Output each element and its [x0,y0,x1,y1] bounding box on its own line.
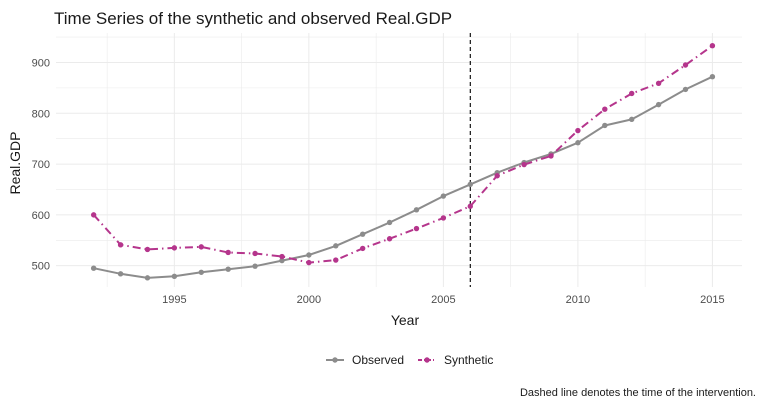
series-group [90,43,716,281]
data-point-observed [252,263,258,269]
data-point-observed [279,257,285,264]
legend: Observed Synthetic [326,353,493,367]
caption: Dashed line denotes the time of the inte… [520,387,756,399]
y-tick-label: 700 [32,159,50,171]
data-point-synthetic [655,80,662,86]
data-point-synthetic [90,212,97,218]
data-point-synthetic [386,236,393,242]
series-line-observed [93,75,713,279]
data-point-synthetic [629,90,635,97]
data-point-synthetic [117,242,124,248]
data-point-synthetic [413,225,420,232]
data-point-observed [386,219,393,226]
data-point-synthetic [144,246,151,253]
data-point-synthetic [709,43,716,49]
y-tick-label: 800 [32,108,50,120]
data-point-synthetic [682,62,689,68]
y-axis-title: Real.GDP [7,131,23,194]
data-point-observed [467,181,473,188]
data-point-observed [413,207,420,213]
x-tick-labels: 1995 2000 2005 2010 2015 [162,294,725,306]
data-point-observed [440,193,447,199]
data-point-synthetic [575,127,581,134]
data-point-observed [602,122,608,129]
data-point-observed [144,275,151,281]
legend-label-observed: Observed [352,353,404,367]
data-point-observed [117,271,124,277]
y-tick-label: 500 [32,261,50,273]
x-tick-label: 1995 [162,294,186,306]
data-point-observed [575,140,581,146]
chart-title: Time Series of the synthetic and observe… [54,9,452,28]
x-tick-label: 2000 [297,294,321,306]
y-tick-label: 600 [32,210,50,222]
data-point-synthetic [494,173,500,179]
data-point-synthetic [252,250,258,257]
data-point-synthetic [359,245,366,252]
x-tick-label: 2005 [431,294,455,306]
y-tick-label: 900 [32,57,50,69]
data-point-synthetic [440,215,447,221]
data-point-synthetic [198,244,204,250]
x-tick-label: 2010 [566,294,590,306]
data-point-observed [90,265,97,271]
data-point-synthetic [225,249,231,256]
data-point-observed [171,273,178,280]
data-point-synthetic [171,245,178,251]
data-point-synthetic [521,161,527,168]
x-axis-title: Year [391,312,420,328]
data-point-observed [333,243,339,249]
y-tick-labels: 500 600 700 800 900 [32,57,50,272]
data-point-observed [198,269,204,275]
data-point-observed [629,116,635,123]
data-point-observed [225,266,231,272]
data-point-synthetic [306,259,312,266]
legend-key-point-observed [332,357,338,363]
grid [56,33,742,287]
data-point-observed [655,101,662,108]
series-line-synthetic [92,44,713,264]
data-point-observed [306,252,312,258]
data-point-synthetic [467,203,473,209]
legend-label-synthetic: Synthetic [444,353,493,367]
data-point-observed [682,86,689,93]
data-point-observed [359,231,366,237]
data-point-synthetic [602,106,608,112]
data-point-observed [709,73,716,80]
legend-key-point-synthetic [424,357,430,363]
x-tick-label: 2015 [700,294,724,306]
data-point-synthetic [333,257,339,263]
data-point-synthetic [279,253,285,260]
data-point-synthetic [548,153,554,159]
